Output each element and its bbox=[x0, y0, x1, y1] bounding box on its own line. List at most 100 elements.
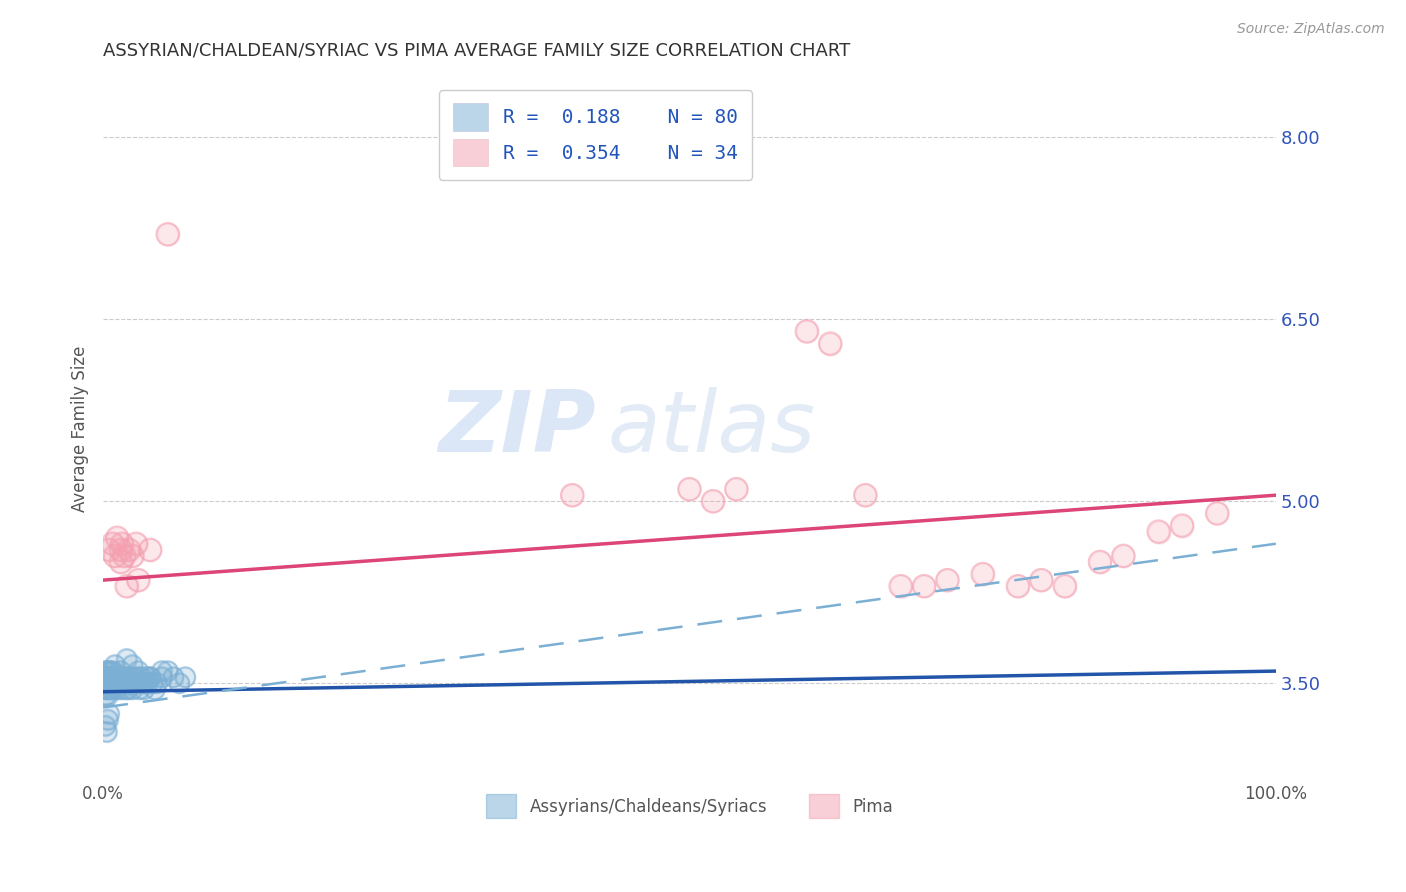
Point bbox=[94, 664, 117, 678]
Point bbox=[1007, 579, 1029, 593]
Point bbox=[1088, 555, 1111, 569]
Point bbox=[125, 676, 148, 690]
Point bbox=[105, 531, 128, 545]
Point bbox=[912, 579, 935, 593]
Point bbox=[105, 676, 128, 690]
Point bbox=[96, 664, 118, 678]
Point bbox=[890, 579, 912, 593]
Point bbox=[110, 682, 132, 697]
Point bbox=[112, 670, 135, 684]
Point bbox=[105, 682, 128, 697]
Point bbox=[174, 670, 197, 684]
Point bbox=[105, 670, 128, 684]
Point bbox=[129, 676, 152, 690]
Point bbox=[98, 676, 121, 690]
Point bbox=[94, 664, 117, 678]
Point bbox=[115, 676, 138, 690]
Point bbox=[98, 664, 121, 678]
Point bbox=[98, 706, 121, 721]
Point bbox=[702, 494, 724, 508]
Point bbox=[1112, 549, 1135, 563]
Point bbox=[118, 542, 141, 557]
Point bbox=[105, 676, 128, 690]
Point bbox=[121, 658, 143, 673]
Point bbox=[97, 682, 120, 697]
Point bbox=[108, 676, 131, 690]
Point bbox=[110, 670, 132, 684]
Point bbox=[94, 719, 117, 733]
Point bbox=[111, 676, 134, 690]
Point bbox=[127, 670, 149, 684]
Point bbox=[98, 664, 121, 678]
Point bbox=[103, 682, 125, 697]
Point bbox=[1031, 573, 1053, 587]
Point bbox=[1147, 524, 1170, 539]
Point bbox=[96, 676, 118, 690]
Point bbox=[139, 670, 162, 684]
Point bbox=[725, 482, 748, 496]
Point bbox=[150, 664, 173, 678]
Point bbox=[134, 682, 156, 697]
Y-axis label: Average Family Size: Average Family Size bbox=[72, 345, 89, 512]
Point bbox=[121, 658, 143, 673]
Point bbox=[96, 670, 118, 684]
Point bbox=[101, 537, 124, 551]
Point bbox=[98, 670, 121, 684]
Point bbox=[115, 579, 138, 593]
Point bbox=[103, 682, 125, 697]
Point bbox=[115, 579, 138, 593]
Point bbox=[139, 542, 162, 557]
Point bbox=[96, 724, 118, 739]
Point bbox=[117, 682, 139, 697]
Point bbox=[107, 670, 129, 684]
Point bbox=[1147, 524, 1170, 539]
Point bbox=[114, 682, 136, 697]
Point bbox=[100, 670, 122, 684]
Point bbox=[150, 670, 173, 684]
Point bbox=[93, 676, 115, 690]
Text: Source: ZipAtlas.com: Source: ZipAtlas.com bbox=[1237, 22, 1385, 37]
Point bbox=[156, 664, 179, 678]
Point bbox=[853, 488, 876, 502]
Point bbox=[104, 658, 127, 673]
Point bbox=[124, 670, 146, 684]
Point bbox=[97, 682, 120, 697]
Point bbox=[97, 713, 120, 727]
Point bbox=[143, 682, 166, 697]
Point bbox=[110, 555, 132, 569]
Point bbox=[1206, 507, 1229, 521]
Point bbox=[121, 549, 143, 563]
Point bbox=[136, 676, 159, 690]
Point bbox=[98, 676, 121, 690]
Point bbox=[125, 537, 148, 551]
Point bbox=[105, 670, 128, 684]
Point bbox=[104, 670, 127, 684]
Point bbox=[125, 537, 148, 551]
Point bbox=[139, 670, 162, 684]
Point bbox=[169, 676, 191, 690]
Point bbox=[115, 676, 138, 690]
Point bbox=[101, 676, 124, 690]
Point bbox=[100, 670, 122, 684]
Point bbox=[134, 676, 156, 690]
Point bbox=[1112, 549, 1135, 563]
Point bbox=[115, 670, 138, 684]
Point bbox=[112, 549, 135, 563]
Point bbox=[122, 676, 145, 690]
Point bbox=[111, 676, 134, 690]
Point bbox=[105, 676, 128, 690]
Point bbox=[139, 542, 162, 557]
Point bbox=[114, 682, 136, 697]
Point bbox=[103, 670, 125, 684]
Point bbox=[104, 658, 127, 673]
Point bbox=[120, 670, 142, 684]
Point bbox=[101, 676, 124, 690]
Point bbox=[97, 676, 120, 690]
Point bbox=[135, 670, 157, 684]
Point bbox=[100, 670, 122, 684]
Point bbox=[115, 652, 138, 666]
Point bbox=[101, 537, 124, 551]
Point bbox=[134, 676, 156, 690]
Point bbox=[96, 682, 118, 697]
Text: ZIP: ZIP bbox=[439, 387, 596, 470]
